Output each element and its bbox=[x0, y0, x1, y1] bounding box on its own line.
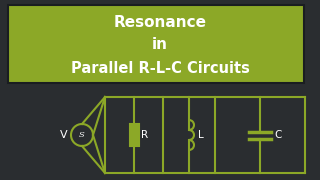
Text: R: R bbox=[141, 130, 148, 140]
Text: L: L bbox=[198, 130, 204, 140]
Text: Parallel R-L-C Circuits: Parallel R-L-C Circuits bbox=[71, 60, 249, 75]
Text: S: S bbox=[79, 131, 85, 139]
Bar bbox=[130, 124, 139, 146]
Text: Resonance: Resonance bbox=[114, 15, 206, 30]
Text: V: V bbox=[60, 130, 68, 140]
Bar bbox=[8, 5, 304, 83]
Text: in: in bbox=[152, 37, 168, 51]
Text: C: C bbox=[274, 130, 281, 140]
